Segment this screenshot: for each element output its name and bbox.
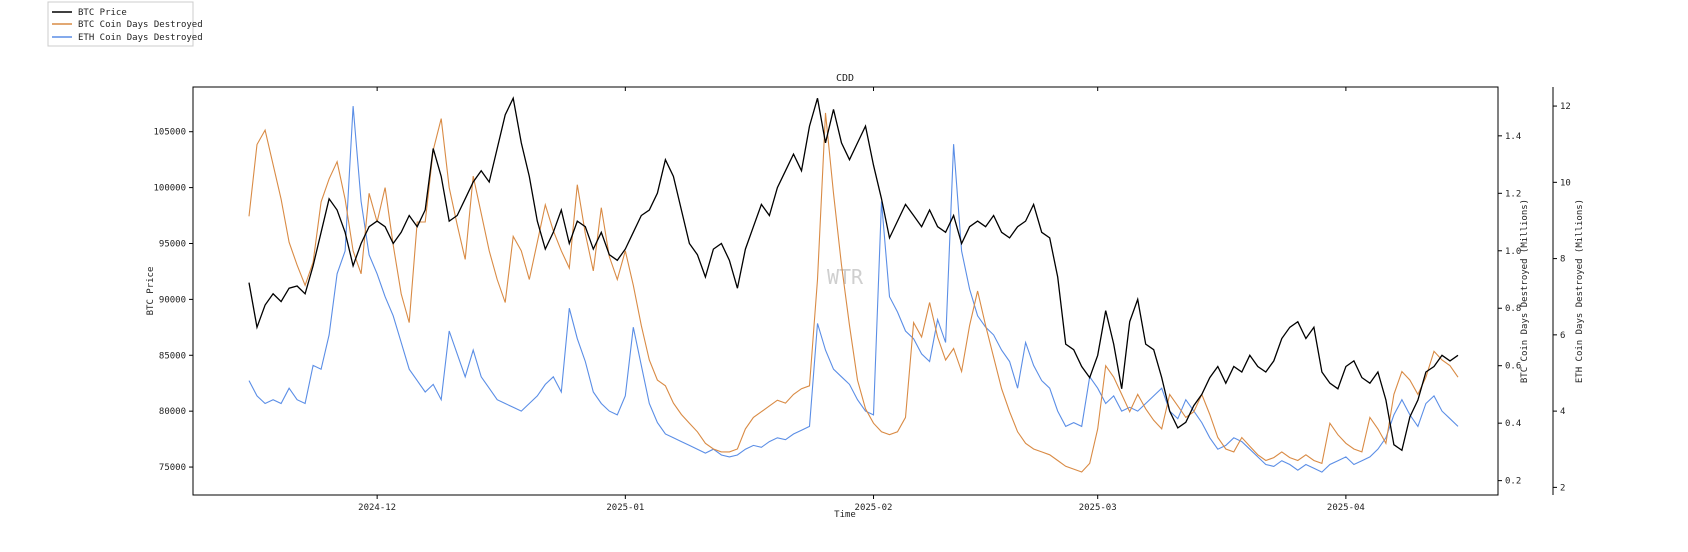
y-left-tick-label-80000: 80000	[159, 407, 186, 417]
x-tick-label-2025-03: 2025-03	[1079, 503, 1117, 513]
y-axis-right-eth-cdd-label: ETH Coin Days Destroyed (Millions)	[1575, 199, 1585, 383]
series-btc-cdd-line	[248, 112, 1459, 473]
y-right1-tick-label-1.4: 1.4	[1505, 132, 1521, 142]
y-axis-left: 75000 80000 85000 90000 95000 100000 105000	[153, 128, 193, 473]
y-right1-tick-label-0.4: 0.4	[1505, 419, 1521, 429]
y-right1-tick-label-0.8: 0.8	[1505, 304, 1521, 314]
x-tick-label-2025-04: 2025-04	[1327, 503, 1365, 513]
legend-box	[47, 1, 194, 47]
y-right1-tick-label-0.2: 0.2	[1505, 477, 1521, 487]
y-right2-tick-label-2: 2	[1560, 483, 1565, 493]
y-left-tick-label-105000: 105000	[153, 128, 186, 138]
y-axis-right-eth-cdd: 2 4 6 8 10 12	[1552, 87, 1571, 495]
y-axis-right-btc-cdd-label: BTC Coin Days Destroyed (Millions)	[1520, 199, 1530, 383]
y-right2-tick-label-6: 6	[1560, 331, 1565, 341]
y-right2-tick-label-4: 4	[1560, 407, 1565, 417]
y-left-tick-label-95000: 95000	[159, 239, 186, 249]
legend: BTC Price BTC Coin Days Destroyed ETH Co…	[47, 1, 203, 47]
y-right1-tick-label-1.2: 1.2	[1505, 189, 1521, 199]
y-axis-left-label: BTC Price	[146, 267, 156, 316]
y-right1-tick-label-0.6: 0.6	[1505, 362, 1521, 372]
x-tick-label-2024-12: 2024-12	[358, 503, 396, 513]
legend-label-btc-cdd: BTC Coin Days Destroyed	[78, 20, 203, 30]
y-left-tick-label-75000: 75000	[159, 463, 186, 473]
series-btc-price-line	[248, 96, 1459, 452]
y-axis-right-btc-cdd: 0.2 0.4 0.6 0.8 1.0 1.2 1.4	[1498, 132, 1521, 487]
y-left-tick-label-85000: 85000	[159, 351, 186, 361]
y-left-tick-label-90000: 90000	[159, 295, 186, 305]
x-tick-label-2025-02: 2025-02	[855, 503, 893, 513]
legend-label-btc-price: BTC Price	[78, 8, 127, 18]
y-right2-tick-label-10: 10	[1560, 178, 1571, 188]
legend-label-eth-cdd: ETH Coin Days Destroyed	[78, 33, 203, 43]
watermark-text: WTR	[827, 265, 864, 289]
y-right1-tick-label-1: 1.0	[1505, 247, 1521, 257]
y-right2-tick-label-8: 8	[1560, 255, 1565, 265]
plot-frame	[192, 86, 1499, 496]
x-axis-label: Time	[834, 510, 856, 520]
x-axis: 2024-12 2025-01 2025-02 2025-03 2025-04	[358, 87, 1365, 513]
x-tick-label-2025-01: 2025-01	[606, 503, 644, 513]
y-right2-tick-label-12: 12	[1560, 102, 1571, 112]
series-layer	[248, 96, 1459, 473]
series-eth-cdd-line	[248, 106, 1459, 473]
chart-title: CDD	[836, 73, 854, 84]
y-left-tick-label-100000: 100000	[153, 184, 186, 194]
